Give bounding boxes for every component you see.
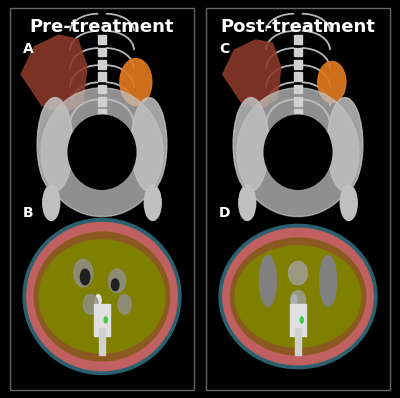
Ellipse shape: [144, 185, 161, 220]
Ellipse shape: [237, 88, 359, 217]
Text: B: B: [23, 205, 34, 220]
FancyBboxPatch shape: [206, 8, 390, 390]
Ellipse shape: [223, 228, 373, 365]
Bar: [294, 35, 302, 44]
Bar: [290, 304, 306, 336]
Ellipse shape: [290, 291, 306, 310]
Ellipse shape: [68, 115, 136, 189]
FancyBboxPatch shape: [10, 8, 194, 390]
Bar: [98, 134, 106, 142]
Ellipse shape: [23, 219, 181, 375]
Ellipse shape: [34, 232, 170, 361]
Bar: [98, 60, 106, 68]
Bar: [294, 72, 302, 81]
Ellipse shape: [96, 295, 101, 306]
Bar: [295, 328, 301, 355]
Bar: [99, 328, 105, 355]
Bar: [98, 47, 106, 56]
Ellipse shape: [27, 222, 177, 371]
Ellipse shape: [260, 256, 276, 306]
Text: A: A: [23, 42, 34, 56]
Ellipse shape: [74, 259, 93, 287]
Ellipse shape: [264, 115, 332, 189]
Ellipse shape: [289, 261, 307, 285]
Ellipse shape: [327, 98, 363, 191]
Ellipse shape: [292, 295, 297, 306]
Bar: [294, 159, 302, 167]
Ellipse shape: [118, 295, 131, 314]
Ellipse shape: [235, 246, 361, 347]
Bar: [294, 134, 302, 142]
Bar: [98, 72, 106, 81]
Ellipse shape: [239, 185, 256, 220]
Text: Post-treatment: Post-treatment: [220, 18, 376, 36]
Bar: [98, 159, 106, 167]
Ellipse shape: [219, 224, 377, 369]
Ellipse shape: [39, 240, 165, 353]
Ellipse shape: [131, 98, 167, 191]
Ellipse shape: [41, 88, 163, 217]
Bar: [294, 85, 302, 93]
Bar: [98, 97, 106, 105]
Bar: [98, 109, 106, 118]
Bar: [294, 60, 302, 68]
Ellipse shape: [108, 269, 126, 293]
Bar: [98, 35, 106, 44]
Polygon shape: [223, 40, 281, 109]
Bar: [294, 146, 302, 155]
Bar: [94, 304, 110, 336]
Bar: [98, 171, 106, 179]
Ellipse shape: [37, 98, 73, 191]
Ellipse shape: [120, 59, 152, 105]
Text: D: D: [219, 205, 230, 220]
Bar: [294, 109, 302, 118]
Text: Pre-treatment: Pre-treatment: [30, 18, 174, 36]
Text: C: C: [219, 42, 229, 56]
Bar: [294, 122, 302, 130]
Ellipse shape: [340, 185, 357, 220]
Ellipse shape: [230, 238, 366, 355]
Ellipse shape: [104, 317, 107, 323]
Bar: [294, 171, 302, 179]
Ellipse shape: [300, 317, 303, 323]
Ellipse shape: [233, 98, 269, 191]
Ellipse shape: [318, 61, 346, 103]
Ellipse shape: [43, 185, 60, 220]
Bar: [294, 97, 302, 105]
Bar: [294, 47, 302, 56]
Ellipse shape: [320, 256, 336, 306]
Ellipse shape: [111, 279, 119, 291]
Polygon shape: [21, 35, 87, 113]
Bar: [98, 122, 106, 130]
Bar: [98, 85, 106, 93]
Ellipse shape: [83, 295, 98, 314]
Bar: [98, 146, 106, 155]
Ellipse shape: [80, 269, 90, 285]
